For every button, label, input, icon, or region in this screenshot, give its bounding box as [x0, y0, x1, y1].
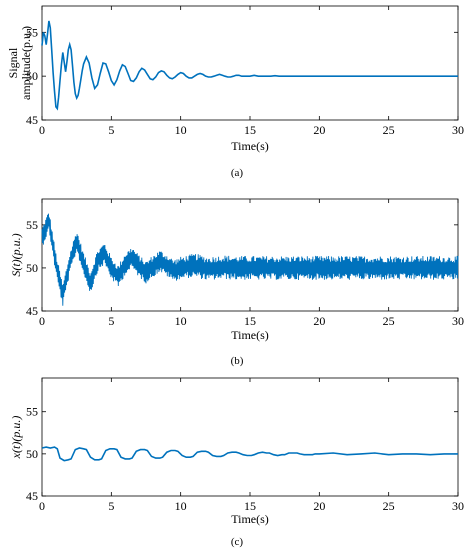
y-tick-label: 55 [26, 405, 38, 419]
panel-a-xlabel: Time(s) [231, 139, 269, 153]
y-tick-label: 50 [26, 261, 38, 275]
panel-b-ylabel: S(t)(p.u.) [9, 233, 23, 276]
panel-a: 0 5 10 15 20 25 30 45 50 55 Signal amplitude(p.u… [6, 5, 464, 179]
x-tick-label: 25 [383, 499, 395, 513]
panel-b-series-line [41, 213, 459, 306]
x-tick-label: 30 [452, 314, 464, 328]
x-tick-label: 0 [39, 123, 45, 137]
panel-c: 0 5 10 15 20 25 30 45 50 55 x(t)(p.u.) Time(s) (… [9, 377, 464, 548]
panel-b-label: (b) [231, 355, 244, 367]
panel-c-y-ticks: 45 50 55 [26, 405, 458, 503]
y-tick-label: 45 [26, 489, 38, 503]
x-tick-label: 15 [244, 314, 256, 328]
x-tick-label: 25 [383, 123, 395, 137]
x-tick-label: 15 [244, 123, 256, 137]
x-tick-label: 25 [383, 314, 395, 328]
x-tick-label: 5 [108, 123, 114, 137]
y-tick-label: 55 [26, 218, 38, 232]
y-tick-label: 45 [26, 113, 38, 127]
x-tick-label: 20 [313, 499, 325, 513]
y-tick-label: 50 [26, 69, 38, 83]
y-tick-label: 45 [26, 304, 38, 318]
panel-c-series-line [41, 446, 458, 462]
panel-a-label: (a) [231, 167, 244, 179]
x-tick-label: 5 [108, 499, 114, 513]
y-tick-label: 55 [26, 25, 38, 39]
x-tick-label: 15 [244, 499, 256, 513]
panel-a-x-ticks: 0 5 10 15 20 25 30 [39, 6, 464, 137]
x-tick-label: 20 [313, 123, 325, 137]
x-tick-label: 10 [175, 499, 187, 513]
x-tick-label: 0 [39, 499, 45, 513]
panel-c-x-ticks: 0 5 10 15 20 25 30 [39, 378, 464, 513]
y-tick-label: 50 [26, 447, 38, 461]
panel-c-xlabel: Time(s) [231, 512, 269, 526]
x-tick-label: 30 [452, 123, 464, 137]
panel-c-axes-box [41, 377, 459, 497]
x-tick-label: 10 [175, 123, 187, 137]
panel-a-ylabel-line2: amplitude(p.u.) [19, 26, 33, 100]
x-tick-label: 5 [108, 314, 114, 328]
panel-a-series-line [41, 20, 458, 111]
x-tick-label: 10 [175, 314, 187, 328]
panel-b: 0 5 10 15 20 25 30 45 50 55 S(t)(p.u.) Time(s) (… [9, 198, 464, 367]
x-tick-label: 20 [313, 314, 325, 328]
panel-b-xlabel: Time(s) [231, 328, 269, 342]
panel-c-ylabel: x(t)(p.u.) [9, 416, 23, 460]
panel-b-y-ticks: 45 50 55 [26, 218, 458, 318]
panel-a-ylabel-line1: Signal [6, 47, 20, 78]
panel-b-x-ticks: 0 5 10 15 20 25 30 [39, 199, 464, 328]
panel-c-label: (c) [231, 536, 244, 548]
x-tick-label: 30 [452, 499, 464, 513]
x-tick-label: 0 [39, 314, 45, 328]
